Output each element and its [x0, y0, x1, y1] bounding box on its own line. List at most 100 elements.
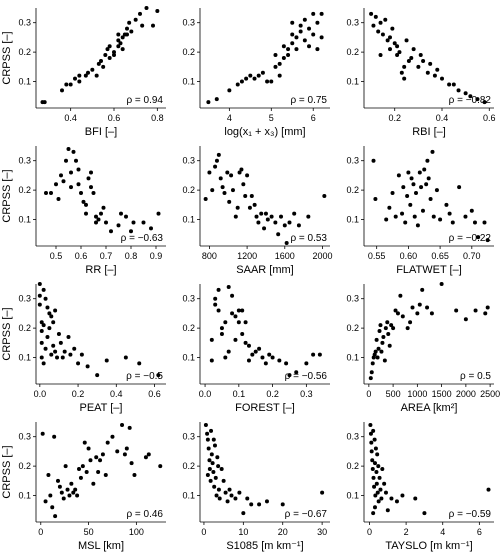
data-point — [104, 358, 109, 363]
data-point — [409, 56, 414, 60]
data-point — [267, 352, 272, 357]
data-point — [119, 211, 123, 216]
y-tick-label: 0.1 — [182, 353, 195, 363]
data-point — [66, 334, 71, 339]
rho-annotation: ρ = 0.75 — [290, 95, 327, 106]
data-point — [214, 158, 219, 163]
data-point — [485, 305, 490, 310]
data-point — [120, 47, 125, 52]
data-point — [417, 302, 422, 307]
data-point — [463, 214, 468, 219]
data-point — [382, 358, 387, 363]
data-point — [90, 67, 95, 72]
data-point — [408, 320, 413, 325]
data-point — [74, 158, 78, 163]
data-point — [72, 346, 77, 351]
y-axis-label: CRPSS [–] — [1, 445, 13, 498]
data-point — [370, 467, 375, 472]
data-point — [205, 431, 210, 436]
data-point — [212, 443, 217, 448]
x-tick-label: 0.4 — [110, 389, 123, 399]
data-point — [39, 355, 44, 360]
data-point — [137, 361, 142, 366]
data-point — [373, 14, 378, 19]
data-point — [52, 434, 57, 439]
data-point — [236, 320, 241, 325]
data-point — [411, 47, 416, 52]
data-point — [89, 170, 93, 175]
data-point — [412, 214, 417, 219]
data-point — [37, 302, 42, 307]
data-point — [397, 50, 402, 55]
data-point — [387, 343, 392, 348]
x-tick-label: 10 — [238, 527, 248, 537]
y-tick-label: 0.1 — [346, 215, 359, 225]
data-point — [368, 376, 373, 381]
data-point — [77, 79, 82, 84]
x-tick-label: 0.6 — [108, 113, 121, 123]
x-tick-label: 0.3 — [300, 389, 313, 399]
data-point — [408, 202, 413, 207]
data-point — [376, 499, 381, 504]
data-point — [203, 422, 208, 427]
y-tick-label: 0.1 — [18, 77, 31, 87]
data-point — [389, 496, 394, 501]
data-point — [265, 217, 270, 222]
x-tick-label: 0.5 — [50, 251, 63, 261]
data-point — [105, 440, 110, 445]
x-tick-label: 0.9 — [150, 251, 163, 261]
data-point — [124, 446, 129, 451]
y-axis-label: CRPSS [–] — [1, 307, 13, 360]
y-axis-label: CRPSS [–] — [1, 31, 13, 84]
rho-annotation: ρ = −0.82 — [449, 95, 492, 106]
data-point — [389, 323, 394, 328]
data-point — [371, 23, 376, 28]
data-point — [302, 17, 307, 22]
data-point — [385, 38, 390, 43]
data-point — [233, 337, 238, 342]
data-point — [156, 211, 161, 216]
data-point — [240, 308, 245, 313]
data-point — [243, 320, 248, 325]
data-point — [84, 202, 88, 207]
data-point — [120, 422, 125, 427]
rho-annotation: ρ = −0.5 — [126, 371, 163, 382]
data-point — [53, 514, 58, 519]
data-point — [76, 182, 81, 187]
data-point — [377, 329, 382, 334]
data-point — [81, 199, 86, 204]
x-tick-label: 1000 — [407, 389, 427, 399]
data-point — [91, 481, 96, 486]
data-point — [257, 346, 262, 351]
data-point — [45, 305, 50, 310]
rho-annotation: ρ = −0.63 — [121, 233, 164, 244]
data-point — [246, 343, 251, 348]
data-point — [60, 355, 65, 360]
data-point — [216, 287, 221, 292]
data-point — [226, 284, 231, 289]
data-point — [214, 493, 219, 498]
x-tick-label: 0 — [201, 527, 206, 537]
data-point — [104, 220, 108, 225]
data-point — [63, 464, 68, 469]
data-point — [390, 191, 395, 196]
data-point — [298, 29, 303, 34]
data-point — [379, 496, 384, 501]
data-point — [380, 340, 385, 345]
data-point — [273, 64, 278, 69]
data-point — [376, 464, 381, 469]
data-point — [259, 211, 264, 216]
data-point — [425, 158, 430, 163]
data-point — [454, 308, 459, 313]
data-point — [211, 470, 216, 474]
data-point — [284, 361, 289, 366]
data-point — [41, 361, 46, 366]
data-point — [112, 50, 116, 55]
data-point — [227, 199, 232, 204]
data-point — [240, 332, 245, 336]
data-point — [69, 185, 73, 190]
data-point — [207, 170, 212, 175]
data-point — [372, 484, 377, 489]
y-tick-label: 0.3 — [18, 18, 31, 28]
y-tick-label: 0.3 — [346, 18, 359, 28]
